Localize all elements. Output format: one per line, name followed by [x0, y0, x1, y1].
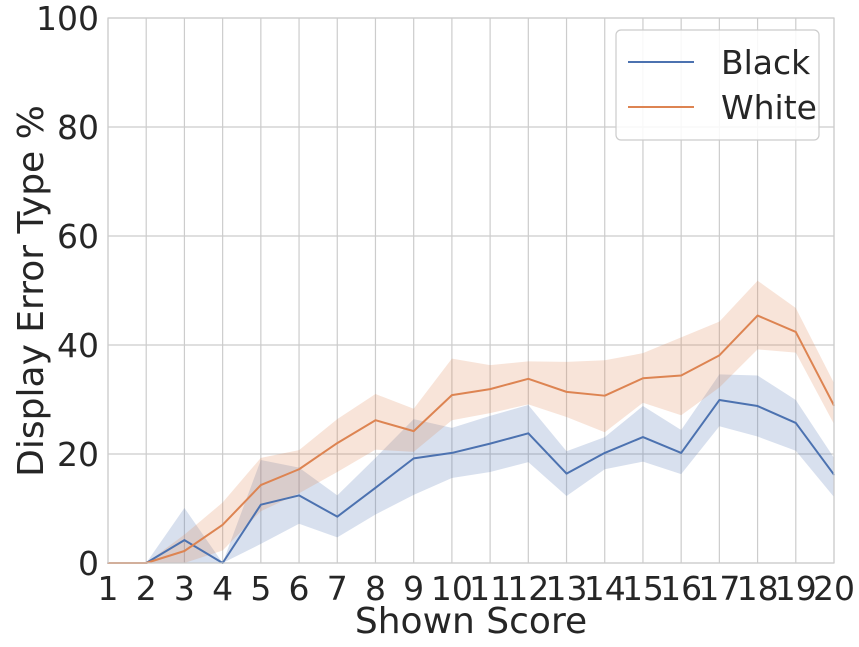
- x-tick-label-13: 13: [546, 569, 588, 608]
- data-point-black-9: [412, 457, 415, 460]
- data-point-black-16: [680, 452, 682, 454]
- x-tick-label-3: 3: [174, 569, 195, 608]
- data-point-white-18: [756, 314, 759, 317]
- data-point-white-6: [298, 468, 300, 471]
- x-tick-label-7: 7: [327, 569, 348, 608]
- data-point-white-11: [489, 388, 491, 390]
- data-point-black-14: [603, 452, 606, 454]
- x-tick-label-14: 14: [584, 569, 626, 608]
- grid-lines: [107, 17, 835, 564]
- data-point-black-13: [565, 472, 568, 475]
- data-point-white-3: [183, 550, 186, 552]
- series-lines: [107, 314, 835, 564]
- x-tick-label-2: 2: [136, 569, 157, 608]
- data-point-white-10: [451, 394, 453, 396]
- x-tick-label-12: 12: [507, 569, 549, 608]
- data-point-black-8: [374, 486, 377, 489]
- x-tick-label-18: 18: [737, 569, 779, 608]
- series-line-white: [108, 314, 835, 564]
- data-point-black-12: [527, 432, 530, 435]
- data-point-black-7: [336, 515, 339, 518]
- y-tick-label-40: 40: [57, 326, 99, 365]
- x-axis-label: Shown Score: [355, 601, 587, 642]
- data-point-black-6: [298, 494, 300, 497]
- y-tick-label-60: 60: [57, 217, 99, 256]
- legend-label-white: White: [721, 88, 817, 127]
- x-tick-label-15: 15: [622, 569, 664, 608]
- data-point-white-8: [374, 419, 377, 422]
- plot-frame: [107, 17, 835, 564]
- data-point-white-12: [527, 377, 530, 380]
- y-tick-label-100: 100: [36, 0, 99, 38]
- x-tick-label-17: 17: [698, 569, 740, 608]
- x-tick-label-6: 6: [289, 569, 310, 608]
- data-point-white-16: [680, 374, 682, 377]
- x-tick-label-10: 10: [431, 569, 473, 608]
- data-point-white-19: [794, 331, 797, 333]
- data-point-white-14: [603, 394, 606, 397]
- data-point-black-11: [489, 442, 491, 445]
- data-point-white-17: [718, 354, 721, 357]
- legend: Black White: [615, 29, 820, 141]
- x-tick-label-16: 16: [660, 569, 702, 608]
- ci-band-white: [108, 280, 834, 563]
- data-point-black-17: [718, 399, 721, 401]
- data-point-black-18: [756, 405, 759, 407]
- data-point-black-15: [642, 436, 644, 438]
- x-tick-label-8: 8: [365, 569, 386, 608]
- data-point-white-13: [565, 391, 568, 393]
- y-tick-label-0: 0: [78, 544, 99, 583]
- data-point-black-3: [183, 539, 186, 541]
- data-point-white-15: [642, 377, 644, 380]
- y-tick-labels: 0 20 40 60 80 100: [36, 0, 99, 583]
- x-tick-label-9: 9: [403, 569, 424, 608]
- data-point-black-10: [451, 452, 453, 454]
- data-point-black-5: [260, 503, 262, 506]
- y-tick-label-20: 20: [57, 435, 99, 474]
- legend-box: [615, 29, 820, 141]
- x-tick-label-11: 11: [469, 569, 511, 608]
- legend-label-black: Black: [721, 43, 811, 82]
- data-point-white-7: [336, 442, 339, 444]
- x-tick-label-1: 1: [98, 569, 119, 608]
- y-axis-label: Display Error Type %: [11, 105, 52, 477]
- confidence-bands: [108, 280, 834, 563]
- y-tick-label-80: 80: [57, 108, 99, 147]
- ci-band-black: [108, 374, 834, 563]
- x-tick-label-4: 4: [212, 569, 233, 608]
- data-point-black-19: [794, 422, 797, 424]
- x-tick-label-5: 5: [250, 569, 271, 608]
- data-point-white-4: [221, 524, 224, 526]
- x-tick-label-19: 19: [775, 569, 817, 608]
- data-point-white-5: [260, 484, 262, 486]
- x-tick-label-20: 20: [813, 569, 855, 608]
- series-line-black: [108, 399, 835, 564]
- data-point-white-9: [412, 430, 415, 432]
